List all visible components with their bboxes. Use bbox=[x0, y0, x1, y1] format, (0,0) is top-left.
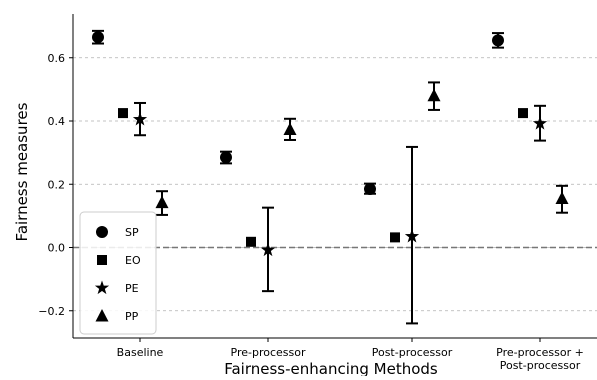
y-tick-label: 0.4 bbox=[48, 115, 66, 128]
point-pe bbox=[260, 242, 276, 257]
legend-label-eo: EO bbox=[125, 254, 141, 267]
legend-marker-pp bbox=[95, 309, 109, 322]
point-eo bbox=[390, 232, 400, 243]
legend-marker-eo bbox=[97, 255, 107, 265]
legend-marker-pe bbox=[94, 280, 110, 295]
y-tick-label: 0.0 bbox=[48, 242, 66, 255]
x-tick-label: Post-processor bbox=[500, 359, 581, 372]
legend-label-pp: PP bbox=[125, 310, 139, 323]
point-pp bbox=[283, 122, 297, 136]
point-eo bbox=[246, 236, 256, 247]
legend-label-sp: SP bbox=[125, 226, 139, 239]
x-axis-label: Fairness-enhancing Methods bbox=[224, 360, 438, 376]
point-pe bbox=[532, 116, 548, 130]
legend-box bbox=[79, 211, 157, 335]
x-tick-label: Post-processor bbox=[372, 346, 453, 359]
point-pe bbox=[132, 111, 148, 126]
legend-label-pe: PE bbox=[125, 282, 139, 295]
point-pp bbox=[555, 191, 569, 204]
point-sp bbox=[220, 151, 232, 164]
x-tick-label: Pre-processor bbox=[231, 346, 306, 359]
x-tick-label: Pre-processor + bbox=[496, 346, 584, 359]
point-eo bbox=[518, 108, 528, 119]
point-eo bbox=[118, 108, 128, 119]
y-tick-label: −0.2 bbox=[38, 305, 65, 318]
legend-marker-sp bbox=[96, 226, 108, 238]
y-axis-label: Fairness measures bbox=[13, 102, 31, 241]
y-tick-label: 0.6 bbox=[48, 52, 66, 65]
point-sp bbox=[364, 182, 376, 195]
point-pp bbox=[427, 88, 441, 102]
point-pe bbox=[404, 228, 420, 243]
point-sp bbox=[492, 34, 504, 47]
point-sp bbox=[92, 31, 104, 44]
y-tick-label: 0.2 bbox=[48, 178, 66, 191]
x-tick-label: Baseline bbox=[117, 346, 164, 359]
point-pp bbox=[155, 195, 169, 209]
